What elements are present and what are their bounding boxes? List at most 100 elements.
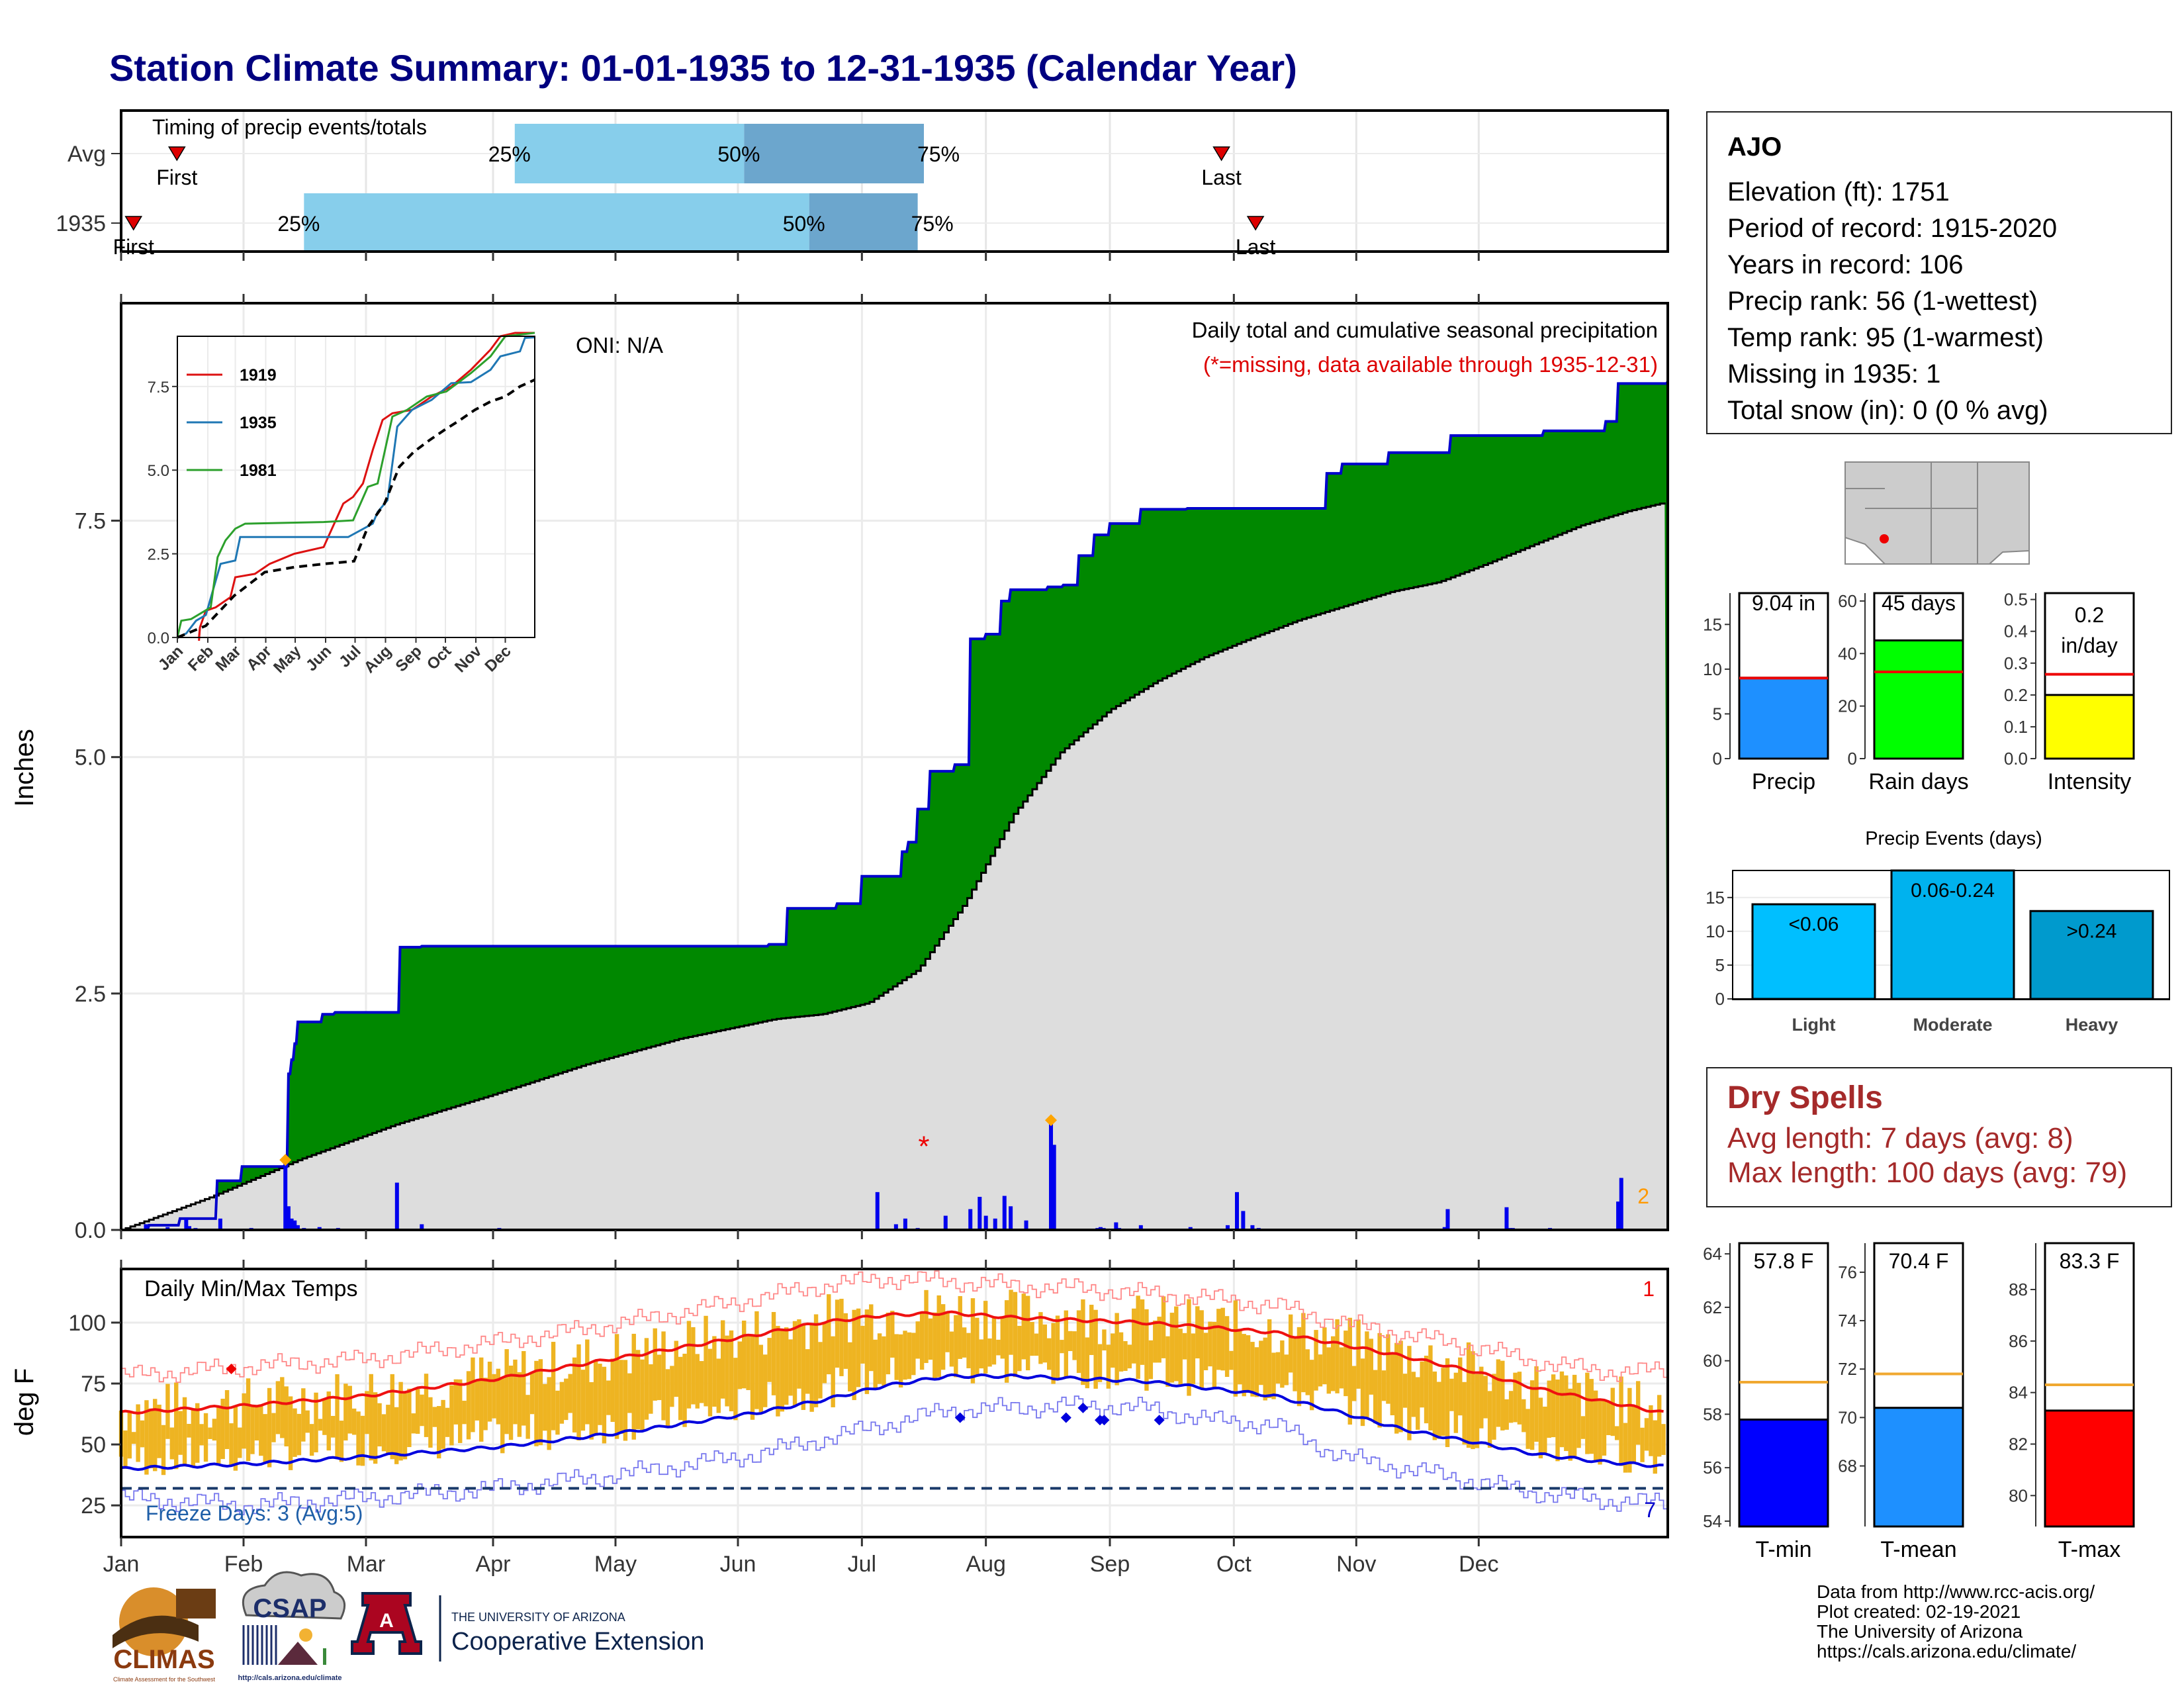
events-bar-heavy <box>2029 910 2154 1000</box>
temp-daily-bar <box>869 1304 874 1372</box>
precip-daily-bar <box>1138 1225 1143 1230</box>
temp-daily-bar <box>1301 1313 1306 1393</box>
summary-rain-days-y-tick-label: 20 <box>1838 696 1857 716</box>
temp-daily-bar <box>466 1371 471 1440</box>
ua-cooperative-extension: Cooperative Extension <box>451 1628 704 1656</box>
timing-bar-q3 <box>809 193 918 253</box>
temp-daily-bar <box>962 1327 967 1358</box>
temp-daily-bar <box>1496 1359 1501 1427</box>
temp-daily-bar <box>1097 1344 1103 1382</box>
events-y-tick-label: 15 <box>1706 888 1725 908</box>
temp-daily-bar <box>559 1382 565 1424</box>
temp-daily-bar <box>233 1406 238 1471</box>
timing-last-label: Last <box>1201 165 1242 189</box>
temp-daily-bar <box>1203 1333 1208 1370</box>
temp-daily-bar <box>614 1334 619 1439</box>
temp-daily-bar <box>924 1289 929 1364</box>
precip-daily-bar <box>420 1224 424 1230</box>
temp-daily-bar <box>1356 1319 1361 1389</box>
temp-daily-bar <box>458 1379 463 1443</box>
summary-rain-days-y-tick-label: 0 <box>1848 749 1857 769</box>
temp-daily-bar <box>1449 1378 1454 1411</box>
temp-daily-bar <box>1517 1372 1522 1425</box>
temp-daily-bar <box>259 1404 263 1456</box>
temp-daily-bar <box>517 1372 522 1437</box>
temp-daily-bar <box>835 1299 840 1368</box>
temp-daily-bar <box>928 1318 933 1360</box>
timing-last-label: Last <box>1236 235 1276 259</box>
temp-daily-bar <box>1187 1299 1191 1396</box>
temp-daily-bar <box>487 1362 492 1422</box>
precip-daily-bar <box>187 1226 192 1230</box>
summary-t-min-y-tick-label: 62 <box>1703 1297 1722 1317</box>
temp-daily-bar <box>1060 1340 1064 1354</box>
summary-intensity-y-tick-label: 0.1 <box>2004 717 2028 737</box>
temp-daily-bar <box>1233 1300 1238 1397</box>
temp-daily-bar <box>898 1334 903 1388</box>
timing-first-label: First <box>156 165 197 189</box>
oni-label: ONI: N/A <box>576 333 663 357</box>
temp-daily-bar <box>1242 1334 1246 1397</box>
temp-record-low-marker <box>1077 1402 1089 1413</box>
summary-t-min-y-tick-label: 64 <box>1703 1244 1722 1264</box>
precip-daily-bar <box>1009 1206 1013 1230</box>
temp-daily-bar <box>678 1356 683 1421</box>
precip-daily-bar <box>1049 1120 1054 1230</box>
temp-daily-bar <box>1153 1320 1158 1363</box>
temp-daily-bar <box>1229 1350 1234 1370</box>
temp-daily-bar <box>903 1331 907 1380</box>
summary-t-max-value-label: 83.3 F <box>2060 1249 2120 1273</box>
precip-daily-bar <box>993 1218 997 1230</box>
climas-logo-subtitle: Climate Assessment for the Southwest <box>113 1676 216 1683</box>
temp-daily-bar <box>827 1294 831 1375</box>
precip-daily-bar <box>293 1220 297 1230</box>
timing-label-50: 50% <box>783 212 825 236</box>
summary-intensity-y-tick-label: 0.3 <box>2004 653 2028 673</box>
temp-daily-bar <box>1513 1372 1518 1423</box>
temp-daily-bar <box>1428 1345 1433 1430</box>
timing-label-25: 25% <box>488 142 531 166</box>
temp-daily-bar <box>682 1354 687 1427</box>
temp-daily-bar <box>1347 1317 1352 1425</box>
precip-daily-bar <box>1002 1196 1007 1230</box>
temp-daily-bar <box>522 1351 526 1426</box>
temp-daily-bar <box>1250 1342 1255 1397</box>
temp-daily-bar <box>1068 1331 1073 1352</box>
temp-daily-bar <box>919 1313 925 1370</box>
temp-daily-bar <box>843 1313 848 1369</box>
summary-t-mean-y-tick-label: 68 <box>1838 1456 1857 1476</box>
precip-average-line <box>121 502 1666 1231</box>
temp-daily-bar <box>1492 1374 1496 1440</box>
precip-y-tick-label: 5.0 <box>75 745 106 771</box>
temp-daily-bar <box>882 1336 886 1386</box>
temp-daily-bar <box>627 1373 632 1413</box>
temp-daily-bar <box>1106 1344 1111 1389</box>
temp-daily-bar <box>1140 1299 1145 1365</box>
temp-daily-bar <box>199 1424 204 1446</box>
temp-daily-bar <box>1161 1296 1166 1358</box>
temp-daily-bar <box>339 1421 344 1462</box>
temp-daily-bar <box>1458 1357 1463 1416</box>
summary-rain-days-y-tick-label: 60 <box>1838 591 1857 611</box>
temp-daily-bar <box>1606 1401 1611 1436</box>
climas-logo-text: CLIMAS <box>113 1645 214 1674</box>
temp-daily-bar <box>492 1374 496 1419</box>
temp-daily-bar <box>441 1399 445 1449</box>
temp-daily-bar <box>797 1319 801 1389</box>
temp-daily-bar <box>1076 1310 1081 1374</box>
temp-daily-bar <box>513 1359 518 1425</box>
dry-spells-title: Dry Spells <box>1727 1080 1883 1115</box>
temp-daily-bar <box>538 1359 543 1446</box>
summary-t-max-y-tick-label: 84 <box>2009 1383 2028 1403</box>
temp-daily-bar <box>1381 1370 1387 1401</box>
temp-daily-bar <box>856 1308 861 1387</box>
credits: Data from http://www.rcc-acis.org/ Plot … <box>1817 1582 2095 1662</box>
summary-t-max-y-tick-label: 82 <box>2009 1434 2028 1454</box>
temp-daily-bar <box>1157 1317 1161 1363</box>
inset-series-1919-drop <box>198 627 201 641</box>
temp-daily-bar <box>475 1381 480 1421</box>
temp-daily-bar <box>1297 1327 1302 1407</box>
summary-intensity-name: Intensity <box>2048 769 2132 794</box>
temp-daily-bar <box>187 1423 191 1438</box>
temp-daily-bar <box>343 1383 348 1441</box>
